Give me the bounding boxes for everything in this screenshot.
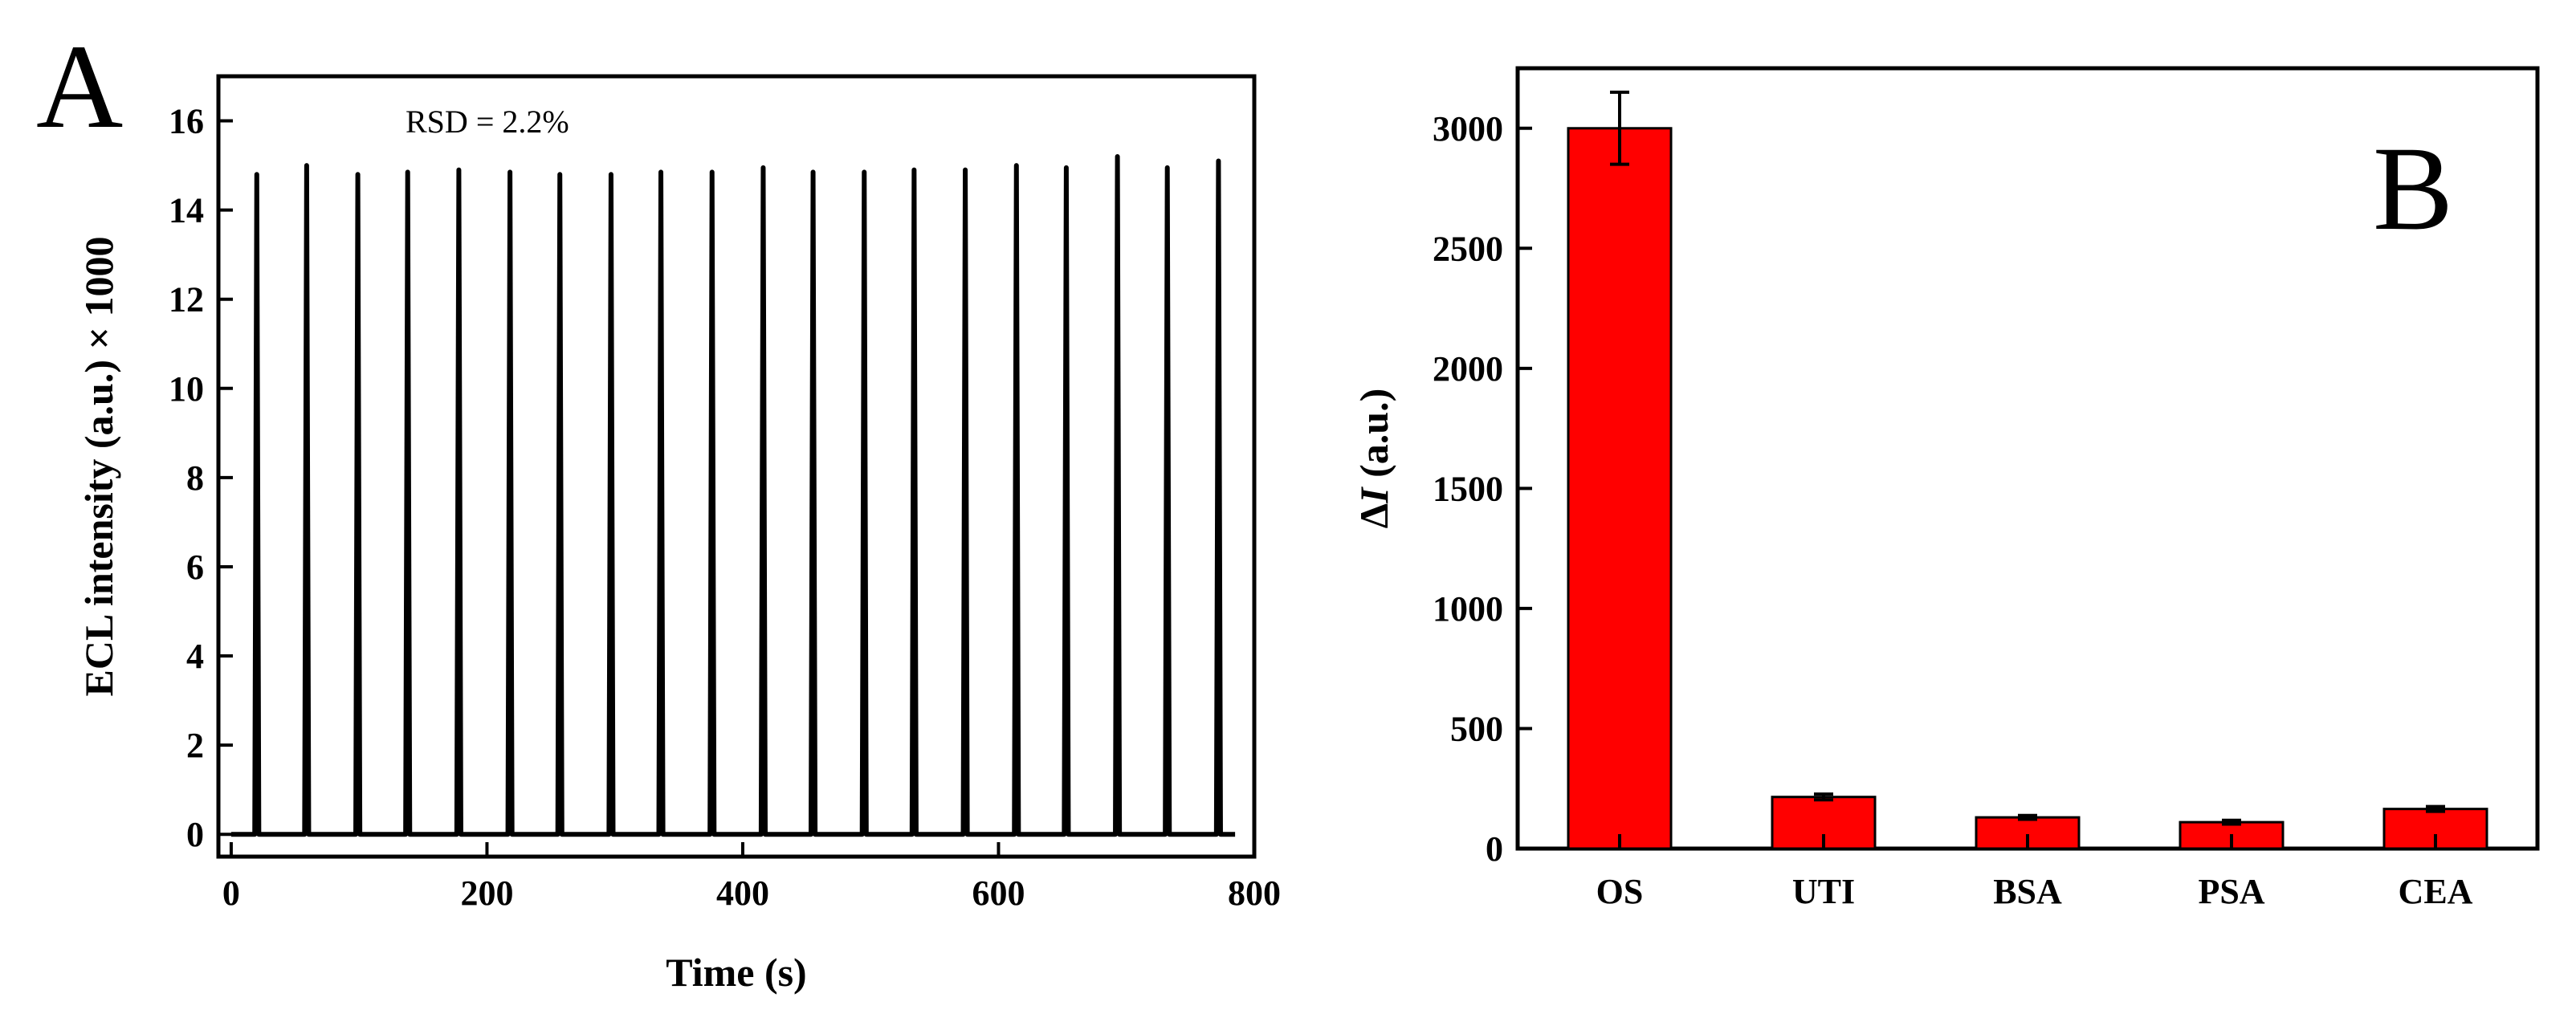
panel-a-x-tick-label: 600 [972,873,1025,913]
panel-b-y-tick-label: 1000 [1433,589,1503,629]
panel-a-y-tick-label: 4 [186,637,204,676]
category-label-cea: CEA [2399,872,2473,911]
panel-b-y-tick-label: 1500 [1433,469,1503,508]
panel-a-x-tick-label: 400 [716,873,769,913]
panel-b-y-tick-label: 0 [1486,829,1503,869]
panel-a-x-axis-label: Time (s) [666,950,806,995]
panel-a-x-tick-label: 800 [1228,873,1281,913]
category-label-bsa: BSA [1993,872,2062,911]
error-bar-psa [2222,818,2241,826]
panel-a-y-tick-label: 16 [169,102,204,141]
panel-a-x-tick-label: 0 [222,873,240,913]
panel-a-x-ticks: 0 200 400 600 800 [222,842,1281,913]
panel-b-y-tick-label: 3000 [1433,109,1503,149]
panel-b-bars [1567,90,2488,850]
panel-b-y-axis-label: ΔI (a.u.) [1351,389,1396,528]
panel-a-y-tick-label: 0 [186,815,204,854]
panel-a-rsd-annotation: RSD = 2.2% [406,104,569,140]
panel-a-y-axis-label: ECL intensity (a.u.) × 1000 [76,237,121,697]
category-label-psa: PSA [2198,872,2264,911]
panel-b-y-axis-delta: Δ [1351,503,1396,528]
panel-b-category-labels: OS UTI BSA PSA CEA [1596,834,2473,911]
panel-a-y-tick-label: 10 [169,369,204,409]
panel-a-plot-frame [216,74,1257,859]
panel-b-letter: B [2373,122,2453,255]
error-bar-os [1610,90,1629,166]
error-bar-bsa [2018,813,2037,821]
panel-b-y-tick-label: 2500 [1433,229,1503,268]
panel-b-y-axis-unit: (a.u.) [1351,389,1396,488]
panel-b-y-tick-label: 2000 [1433,349,1503,389]
panel-a-letter: A [36,20,123,153]
error-bar-uti [1814,792,1833,802]
panel-b-y-ticks: 0 500 1000 1500 2000 2500 3000 [1433,109,1532,869]
panel-a-ecl-stability-chart: A 0 2 4 6 8 10 12 14 16 0 200 400 600 800 RSD = 2.2%… [36,20,1281,995]
panel-a-x-tick-label: 200 [460,873,513,913]
bar-os [1567,127,1673,850]
panel-a-ecl-series-line [230,153,1236,837]
category-label-os: OS [1596,872,1644,911]
panel-a-y-ticks: 0 2 4 6 8 10 12 14 16 [169,102,233,854]
panel-a-y-tick-label: 8 [186,458,204,498]
panel-b-selectivity-chart: B 0 500 1000 1500 2000 2500 3000 OS UTI BSA PSA CE… [1351,66,2540,911]
panel-a-y-tick-label: 2 [186,726,204,765]
panel-a-y-tick-label: 12 [169,280,204,320]
category-label-uti: UTI [1792,872,1855,911]
panel-b-y-axis-var: I [1351,487,1396,504]
panel-a-y-tick-label: 14 [169,191,204,230]
panel-a-y-tick-label: 6 [186,548,204,587]
error-bar-cea [2426,804,2445,813]
panel-b-y-tick-label: 500 [1450,709,1503,748]
